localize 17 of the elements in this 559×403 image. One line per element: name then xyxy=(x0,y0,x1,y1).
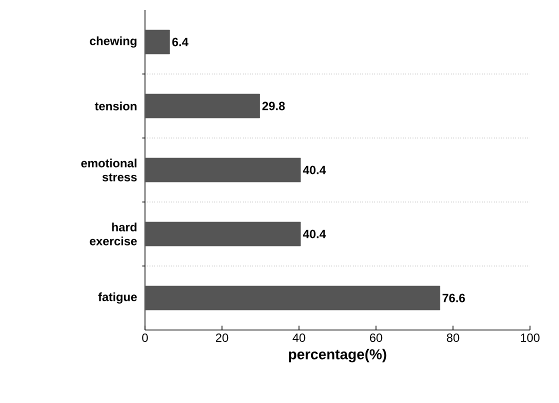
data-label: 40.4 xyxy=(302,166,326,174)
x-axis-title: percentage(%) xyxy=(289,348,386,362)
x-tick-label: 20 xyxy=(216,334,228,342)
y-tick-label: tension xyxy=(94,102,136,110)
y-tick-label: emotional stress xyxy=(81,158,137,182)
y-tick-label: chewing xyxy=(90,36,136,48)
x-tick-label: 80 xyxy=(446,334,460,342)
y-tick-label: fatigue xyxy=(98,292,137,304)
y-tick-label: hard exercise xyxy=(90,222,137,246)
data-label: 76.6 xyxy=(442,294,465,302)
x-tick-label: 40 xyxy=(292,334,306,342)
data-label: 40.4 xyxy=(302,230,326,238)
data-label: 6.4 xyxy=(172,38,188,46)
x-tick-label: 100 xyxy=(520,334,540,342)
x-tick-label: 60 xyxy=(370,334,382,342)
data-label: 29.8 xyxy=(262,102,285,110)
x-tick-label: 0 xyxy=(142,334,148,342)
